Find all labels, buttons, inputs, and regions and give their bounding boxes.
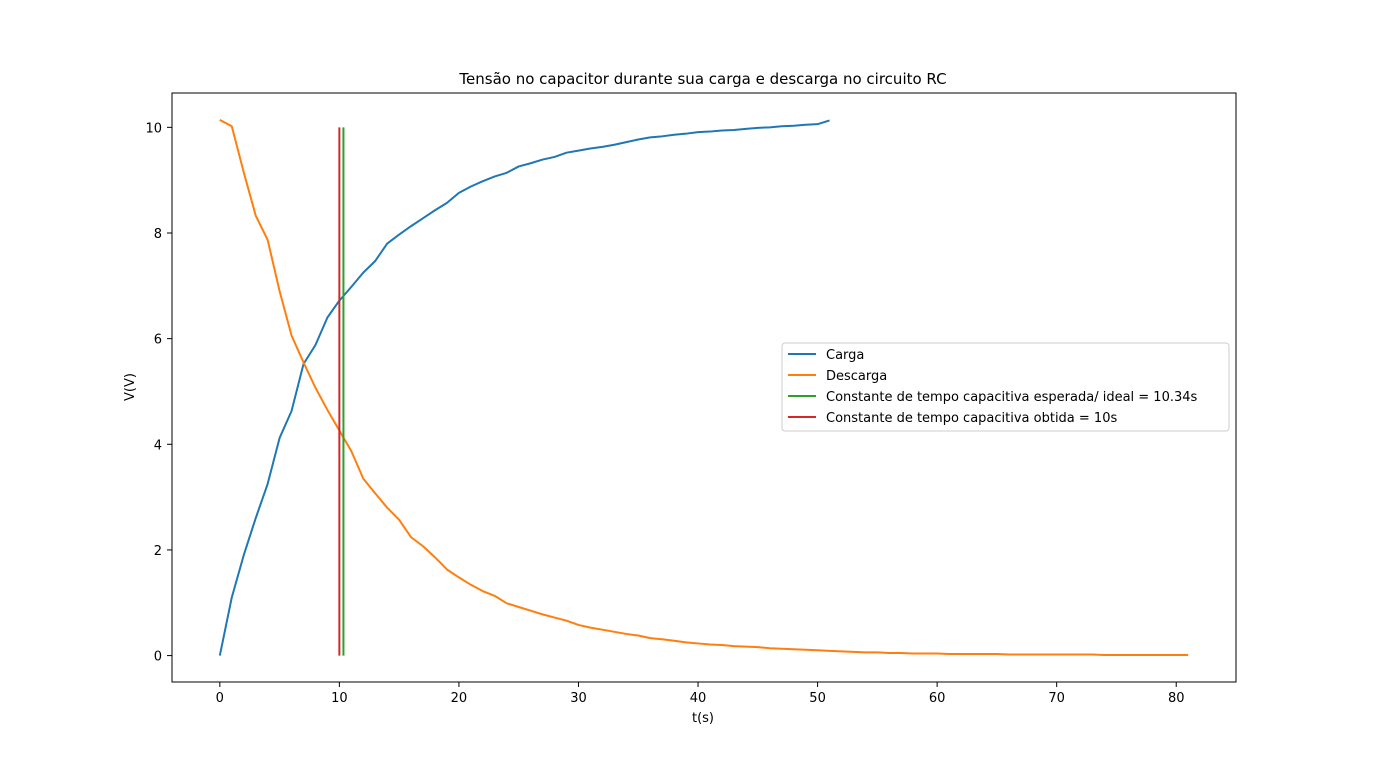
y-tick-label: 6	[154, 333, 162, 348]
y-tick-label: 4	[154, 438, 162, 453]
y-tick-label: 8	[154, 227, 162, 242]
y-tick-label: 10	[145, 121, 162, 136]
y-axis-label: V(V)	[123, 373, 138, 401]
x-axis-label: t(s)	[692, 711, 714, 726]
x-tick-label: 40	[690, 691, 707, 706]
series-line-0	[218, 119, 830, 656]
legend-entry: Descarga	[826, 369, 887, 384]
legend-entry: Constante de tempo capacitiva obtida = 1…	[826, 411, 1117, 426]
x-tick-label: 70	[1048, 691, 1065, 706]
x-tick-label: 60	[929, 691, 946, 706]
y-axis: 0 2 4 6 8 10	[145, 121, 172, 665]
x-tick-label: 10	[331, 691, 348, 706]
y-tick-label: 0	[154, 650, 162, 665]
series-line-1	[219, 119, 1189, 657]
x-tick-label: 20	[451, 691, 468, 706]
x-tick-label: 50	[809, 691, 826, 706]
x-tick-label: 0	[216, 691, 224, 706]
legend-entry: Constante de tempo capacitiva esperada/ …	[826, 390, 1198, 405]
x-axis: 0 10 20 30 40 50 60 70 80	[216, 682, 1185, 706]
chart-title: Tensão no capacitor durante sua carga e …	[458, 70, 946, 88]
series-layer	[218, 119, 1189, 657]
legend-box	[781, 342, 1230, 432]
y-tick-label: 2	[154, 544, 162, 559]
legend: Carga Descarga Constante de tempo capaciti…	[781, 342, 1230, 432]
x-tick-label: 30	[570, 691, 587, 706]
legend-entry: Carga	[826, 348, 864, 363]
plot-frame	[171, 92, 1237, 683]
x-tick-label: 80	[1168, 691, 1185, 706]
